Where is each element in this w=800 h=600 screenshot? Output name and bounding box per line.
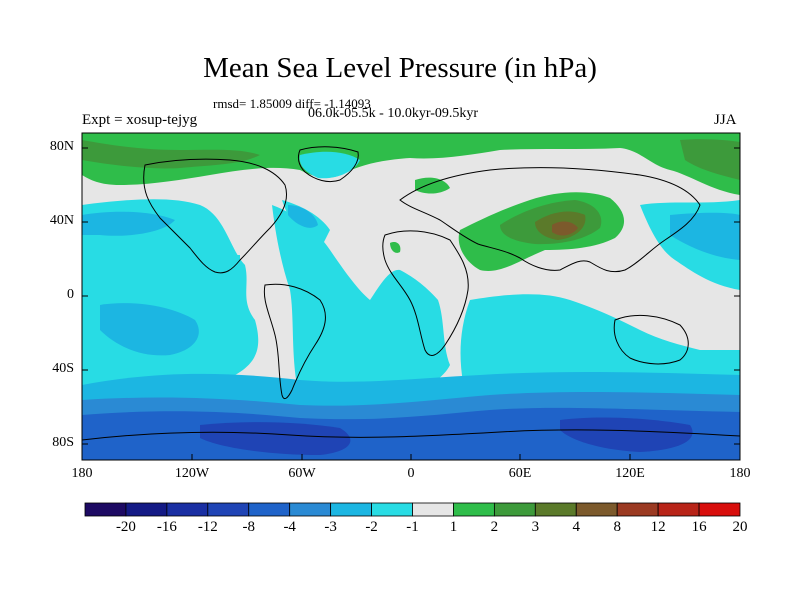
colorbar-box <box>84 502 127 517</box>
coastlines <box>82 146 740 441</box>
lat-label-80n: 80N <box>49 139 74 154</box>
colorbar-label: 2 <box>490 519 499 535</box>
colorbar-label: 12 <box>650 519 666 535</box>
colorbar-box <box>330 502 372 517</box>
north-america-coast <box>143 158 287 274</box>
lon-label-60w: 60W <box>288 466 316 481</box>
colorbar-box <box>453 502 495 517</box>
north-africa-green <box>390 242 401 253</box>
pacific-equatorial-cyan <box>82 255 240 300</box>
colorbar-label: 3 <box>531 519 540 535</box>
south-america-coast <box>263 283 326 400</box>
colorbar-label: -8 <box>242 519 256 535</box>
colorbar-label: -3 <box>324 519 337 535</box>
east-pacific-minus2 <box>100 303 199 356</box>
season-label: JJA <box>714 112 737 128</box>
lon-ticks <box>81 454 741 460</box>
colorbar-box <box>698 502 741 517</box>
arctic-positive-green <box>82 133 740 195</box>
lon-label-120e: 120E <box>615 466 645 481</box>
colorbar-box <box>248 502 291 517</box>
lon-label-180e: 180 <box>729 466 751 481</box>
colorbar-box <box>125 502 168 517</box>
north-pacific-minus2 <box>82 211 175 236</box>
lon-label-180w: 180 <box>71 466 93 481</box>
atlantic-cyan <box>272 205 450 400</box>
experiment-label: Expt = xosup-tejyg <box>82 112 198 128</box>
map-title: Mean Sea Level Pressure (in hPa) <box>203 52 597 84</box>
colorbar-box <box>289 502 332 517</box>
africa-coast <box>382 230 469 356</box>
colorbar-label: 8 <box>613 519 621 535</box>
lat-label-40n: 40N <box>49 213 74 228</box>
colorbar-label: -4 <box>283 519 296 535</box>
eurasia-coast <box>399 167 701 273</box>
colorbar-label: -16 <box>156 519 177 535</box>
colorbar-box <box>575 502 618 517</box>
north-atlantic-minus2 <box>288 205 318 228</box>
colorbar-label: 1 <box>449 519 458 535</box>
tibet-plus4 <box>552 221 578 236</box>
colorbar-box <box>371 502 413 517</box>
colorbar-label: 4 <box>572 519 581 535</box>
colorbar-label: 16 <box>691 519 707 535</box>
colorbar-box <box>493 502 536 517</box>
southern-deep-minus8 <box>200 422 351 455</box>
pacific-cyan-west <box>82 199 259 410</box>
arctic-plus2-east <box>680 139 740 180</box>
colorbar-box <box>534 502 577 517</box>
colorbar-box <box>412 502 454 517</box>
arctic-plus2 <box>82 140 260 169</box>
colorbar-label: -1 <box>406 519 419 535</box>
colorbar-label: -2 <box>365 519 378 535</box>
southern-deep-minus8-east <box>560 417 693 452</box>
colorbar-box <box>657 502 700 517</box>
lon-label-0: 0 <box>407 466 415 481</box>
lon-label-60e: 60E <box>508 466 532 481</box>
colorbar-label: -20 <box>115 519 136 535</box>
greenland-cyan <box>299 151 360 179</box>
antarctica-coast <box>82 429 740 441</box>
rmsd-diff-stats: rmsd= 1.85009 diff= -1.14093 <box>213 96 371 111</box>
colorbar <box>84 502 741 517</box>
colorbar-box <box>616 502 659 517</box>
period-label: 06.0k-05.5k - 10.0kyr-09.5kyr <box>308 106 479 121</box>
colorbar-box <box>207 502 250 517</box>
colorbar-label: -12 <box>197 519 218 535</box>
colorbar-label: 20 <box>732 519 748 535</box>
colorbar-box <box>166 502 209 517</box>
west-pacific-minus2 <box>670 212 740 260</box>
lat-ticks <box>82 147 740 445</box>
pressure-field <box>82 133 740 460</box>
lat-label-40s: 40S <box>52 361 74 376</box>
lat-label-0: 0 <box>67 287 74 302</box>
lat-label-80s: 80S <box>52 435 74 450</box>
australia-coast <box>613 315 689 365</box>
europe-positive-green <box>415 177 450 194</box>
greenland-coast <box>297 146 359 183</box>
lon-label-120w: 120W <box>174 466 210 481</box>
